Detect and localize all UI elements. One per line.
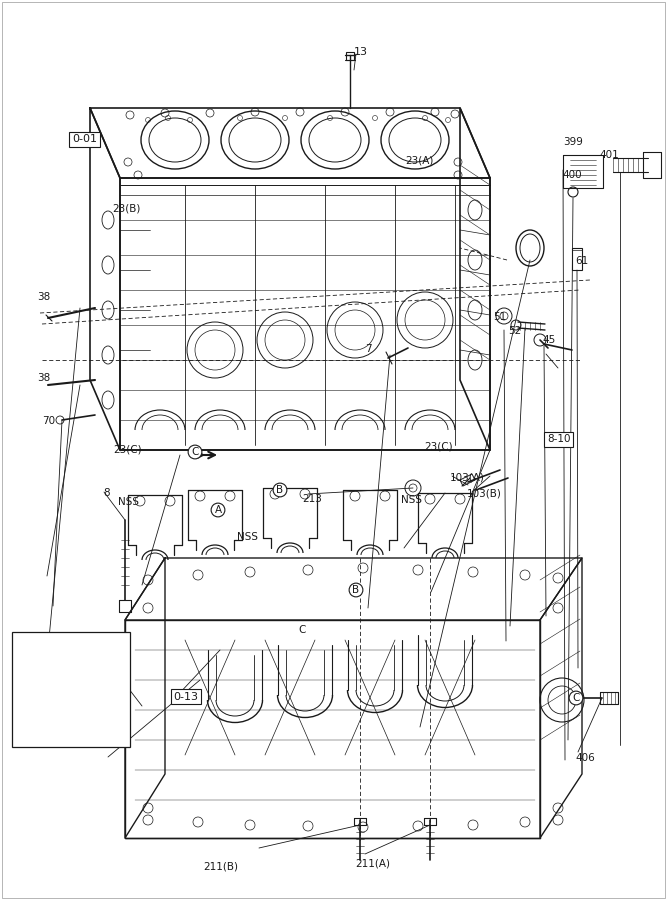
Text: 70: 70	[42, 416, 55, 427]
Text: 23(B): 23(B)	[112, 203, 141, 214]
Text: 23(C): 23(C)	[424, 441, 453, 452]
Text: C: C	[191, 447, 199, 457]
Text: 61: 61	[576, 256, 589, 266]
Bar	[572, 248, 582, 270]
Text: 8-10: 8-10	[547, 434, 570, 445]
Text: 401: 401	[599, 149, 619, 160]
Text: 399: 399	[564, 137, 584, 148]
Text: 211(A): 211(A)	[355, 859, 390, 869]
Text: 8: 8	[103, 488, 110, 499]
Text: VIEW: VIEW	[20, 642, 43, 651]
Text: 406: 406	[575, 752, 595, 763]
Text: NSS: NSS	[237, 532, 257, 543]
Text: 61: 61	[72, 733, 85, 743]
Bar	[12, 632, 130, 747]
Text: 38: 38	[37, 292, 51, 302]
Text: 0-01: 0-01	[72, 134, 97, 145]
Text: 400: 400	[562, 169, 582, 180]
Text: 23(C): 23(C)	[113, 445, 142, 455]
Text: 52: 52	[508, 326, 522, 337]
Text: 38: 38	[37, 373, 51, 383]
Text: 45: 45	[542, 335, 556, 346]
Text: 13: 13	[354, 47, 368, 58]
Text: 51: 51	[494, 311, 507, 322]
Text: 103(B): 103(B)	[467, 488, 502, 499]
Text: A: A	[61, 642, 67, 651]
Text: 211(B): 211(B)	[203, 861, 238, 872]
Text: 213: 213	[302, 493, 322, 504]
Text: A: A	[214, 505, 221, 515]
Bar	[75, 698, 85, 714]
Text: NSS: NSS	[401, 495, 422, 506]
Text: 0-13: 0-13	[173, 691, 198, 702]
Text: B: B	[352, 585, 360, 595]
Text: 103(A): 103(A)	[450, 472, 485, 482]
Text: NSS: NSS	[118, 497, 139, 508]
Text: C: C	[298, 625, 305, 635]
Text: B: B	[276, 485, 283, 495]
Text: 23(A): 23(A)	[406, 155, 434, 166]
Bar	[346, 52, 354, 60]
Text: 7: 7	[366, 344, 372, 355]
Text: C: C	[572, 693, 580, 703]
Text: 352: 352	[43, 733, 63, 743]
